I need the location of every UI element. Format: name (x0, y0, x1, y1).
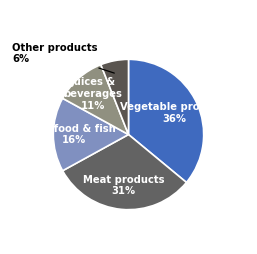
Wedge shape (128, 59, 204, 182)
Text: Seafood & fish
16%: Seafood & fish 16% (33, 124, 116, 145)
Wedge shape (53, 98, 128, 171)
Wedge shape (63, 135, 186, 210)
Text: Vegetable products
36%: Vegetable products 36% (120, 102, 230, 123)
Text: Meat products
31%: Meat products 31% (83, 174, 164, 196)
Text: Juices &
beverages
11%: Juices & beverages 11% (63, 77, 122, 110)
Wedge shape (101, 59, 128, 135)
Text: Other products
6%: Other products 6% (12, 43, 114, 73)
Wedge shape (63, 65, 128, 135)
